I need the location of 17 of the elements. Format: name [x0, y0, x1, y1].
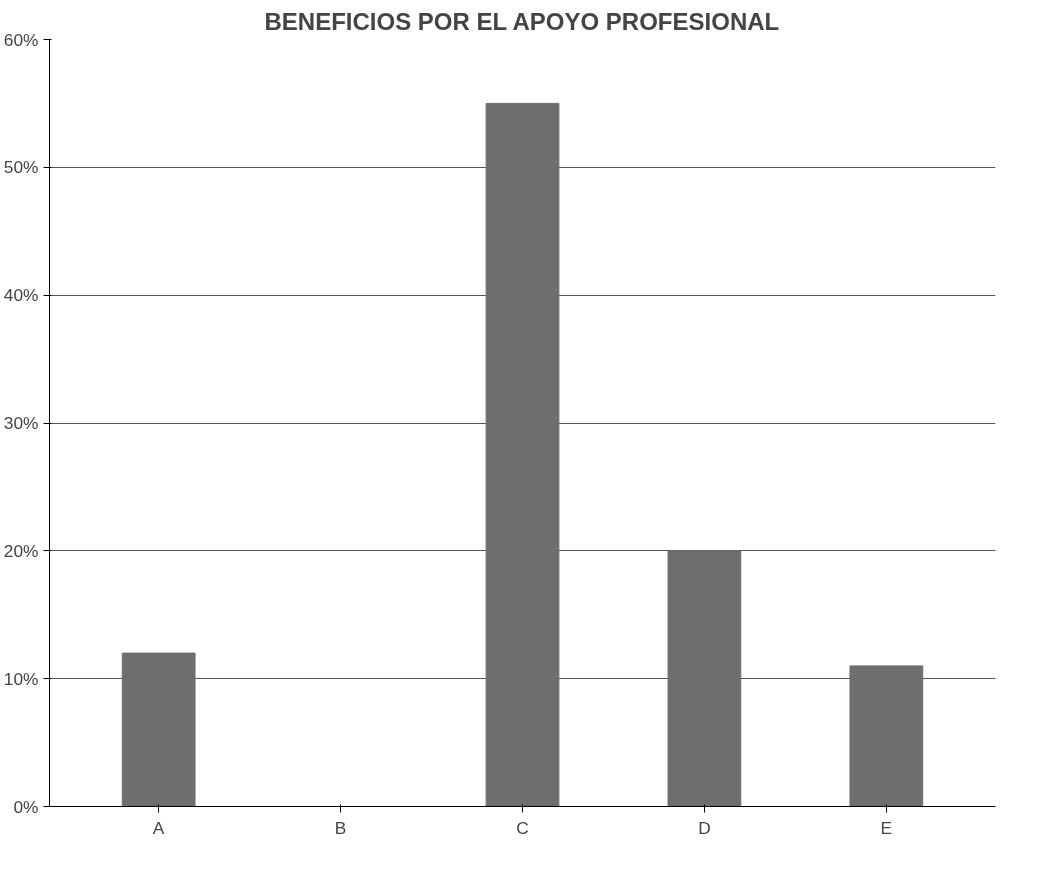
y-tick-label: 10%	[3, 668, 39, 689]
x-tick-label: A	[152, 817, 165, 838]
x-tick-label: B	[334, 817, 347, 838]
y-tick-label: 60%	[3, 29, 39, 50]
y-tick-label: 50%	[3, 157, 39, 178]
bar	[121, 652, 196, 807]
y-tick-label: 0%	[13, 796, 39, 817]
bar	[667, 550, 742, 807]
x-tick-label: E	[880, 817, 893, 838]
y-tick-label: 30%	[3, 413, 39, 433]
bar	[485, 102, 560, 807]
y-tick-label: 40%	[3, 285, 39, 306]
y-tick-label: 20%	[3, 540, 39, 561]
bar	[849, 665, 924, 807]
x-tick-label: D	[698, 817, 711, 838]
x-tick-label: C	[516, 817, 529, 838]
chart-title: BENEFICIOS POR EL APOYO PROFESIONAL	[264, 7, 780, 35]
